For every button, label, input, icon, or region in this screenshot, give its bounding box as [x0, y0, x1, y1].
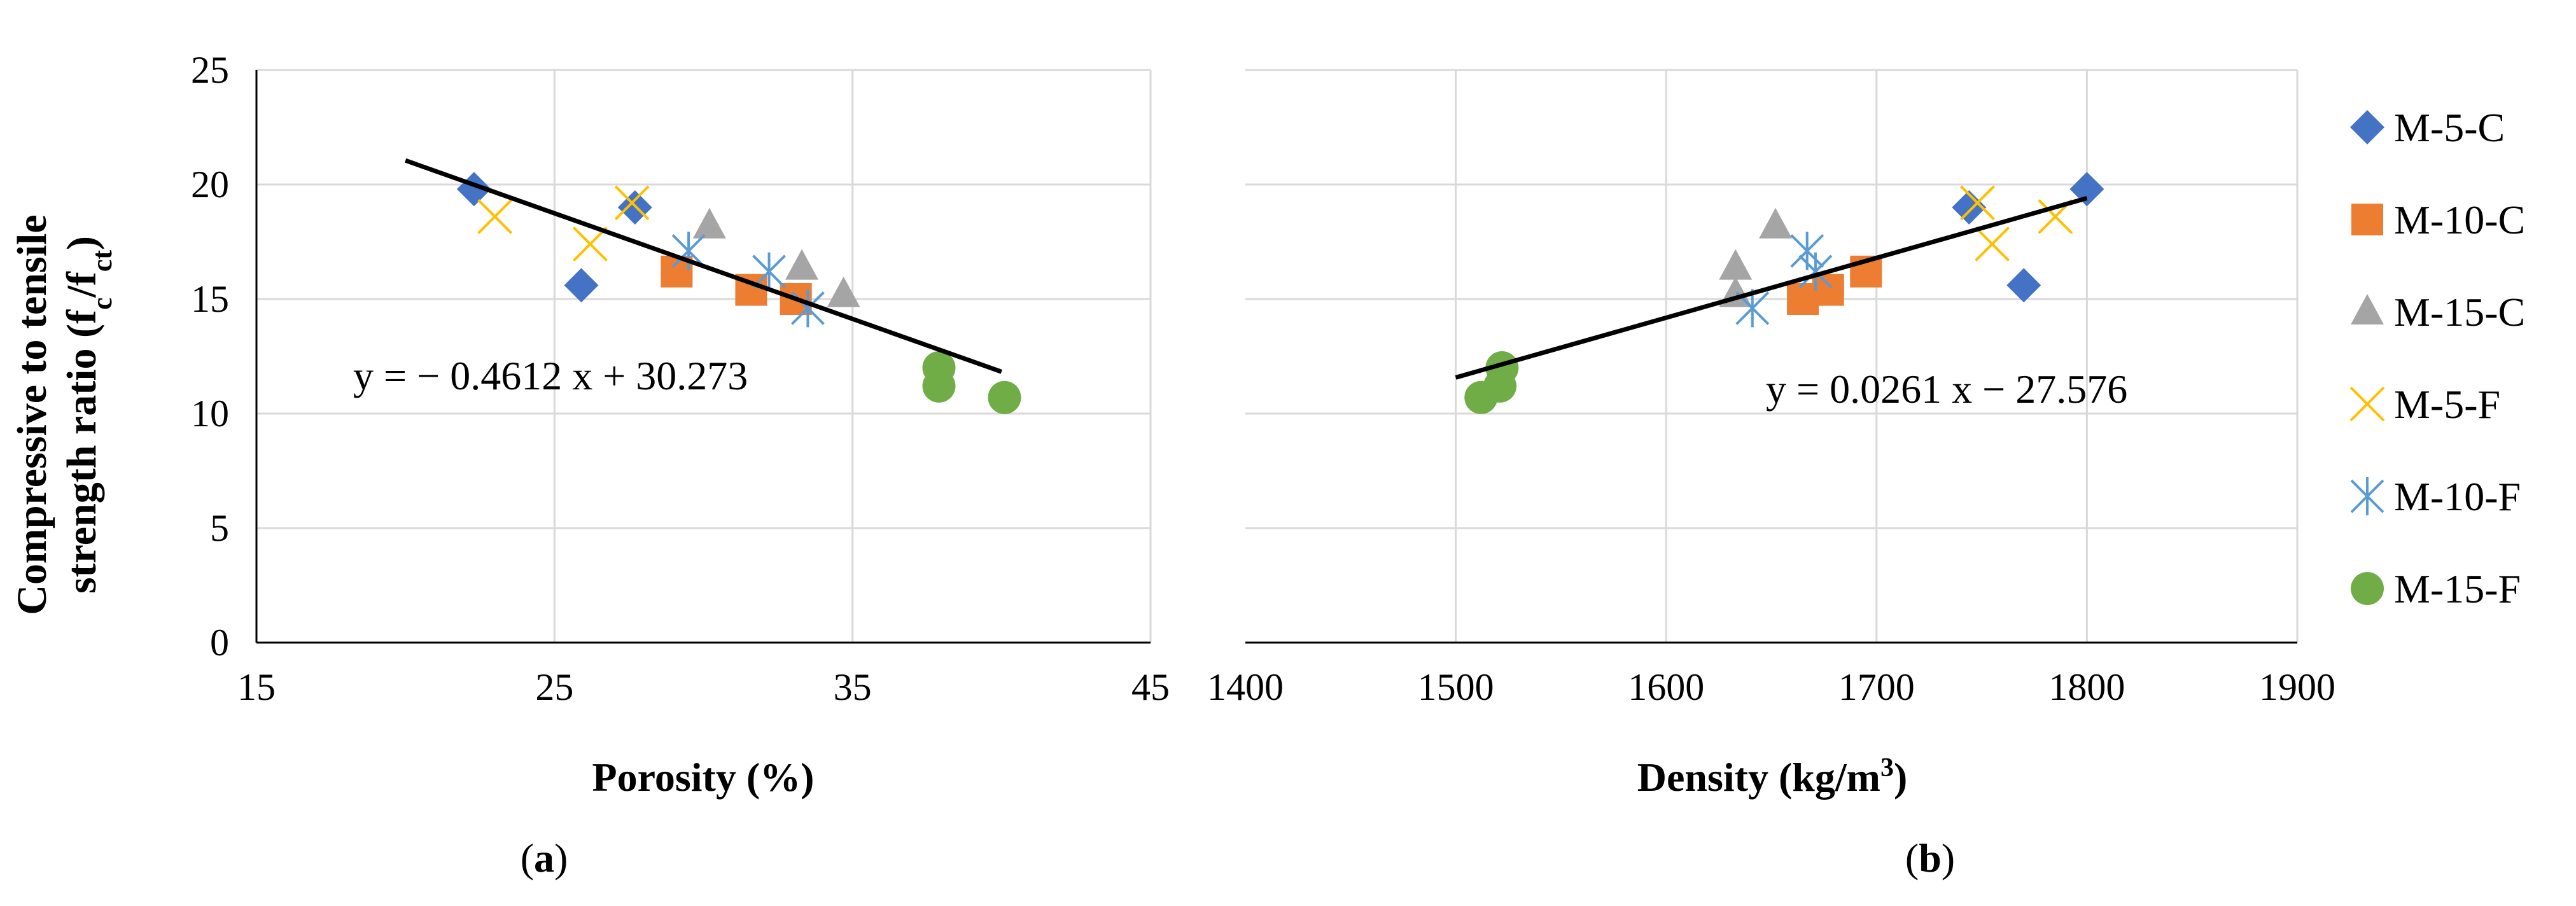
panel-b-x-tick-1500: 1500: [1418, 666, 1494, 708]
legend-label-m-5-f: M-5-F: [2394, 382, 2500, 427]
panel-a-point-m-15-f-3: [988, 380, 1021, 414]
legend: M-5-C M-10-C M-15-C M-5-F M-10-F M-15-F: [2349, 105, 2525, 611]
panel-a-gridlines: [256, 69, 1152, 643]
panel-b-point-m-15-c-2: [1719, 249, 1753, 280]
panel-b-x-axis-title: Density (kg/m3): [1637, 753, 1908, 800]
panel-a-point-m-5-f-3: [614, 185, 650, 221]
panel-a-point-m-5-f-2: [573, 226, 608, 262]
panel-a-trendline: [404, 158, 1003, 374]
panel-b-point-m-5-c-2: [2006, 268, 2041, 303]
legend-marker-m-15-c: [2351, 294, 2384, 324]
panel-a-x-tick-25: 25: [535, 666, 573, 708]
legend-marker-m-10-c: [2351, 204, 2383, 235]
panel-a-y-tick-0: 0: [210, 622, 229, 664]
legend-item-m-10-c: M-10-C: [2351, 197, 2525, 242]
panel-a-y-tick-5: 5: [210, 507, 229, 549]
panel-a-x-tick-35: 35: [834, 666, 872, 708]
panel-b-x-tick-1400: 1400: [1207, 666, 1284, 708]
legend-item-m-10-f: M-10-F: [2350, 474, 2521, 519]
panel-a-point-m-10-f-2: [752, 252, 786, 291]
legend-item-m-15-c: M-15-C: [2351, 289, 2525, 335]
panel-b-point-m-5-c-1: [1952, 190, 1987, 225]
panel-b-series-m-5-f: [1960, 185, 2073, 262]
panel-b-point-m-5-f-1: [1960, 185, 1995, 221]
panel-b-point-m-5-c-3: [2069, 172, 2104, 207]
panel-b-point-m-10-c-2: [1812, 274, 1844, 306]
panel-b-x-tick-labels: 1400 1500 1600 1700 1800 1900: [1207, 666, 2335, 708]
panel-a-x-tick-labels: 15 25 35 45: [237, 666, 1170, 708]
legend-label-m-15-f: M-15-F: [2394, 566, 2521, 611]
legend-label-m-10-f: M-10-F: [2394, 474, 2521, 519]
panel-b-trendline-equation: y = 0.0261 x − 27.576: [1766, 366, 2127, 412]
legend-marker-m-10-f: [2350, 477, 2384, 515]
legend-label-m-15-c: M-15-C: [2394, 289, 2525, 335]
panel-b-gridlines: [1245, 69, 2299, 643]
legend-item-m-15-f: M-15-F: [2351, 566, 2521, 611]
legend-item-m-5-f: M-5-F: [2349, 382, 2500, 427]
panel-a-x-tick-45: 45: [1131, 666, 1170, 708]
y-axis-title-line1: Compressive to tensile: [9, 214, 55, 615]
panel-a-point-m-15-c-2: [785, 249, 819, 280]
legend-item-m-5-c: M-5-C: [2350, 105, 2505, 150]
panel-b-point-m-5-f-2: [1975, 226, 2010, 262]
panel-a-x-axis-title: Porosity (%): [592, 755, 815, 800]
legend-marker-m-15-f: [2351, 572, 2384, 605]
panel-b-label: (b): [1905, 835, 1955, 881]
panel-a-x-tick-15: 15: [237, 666, 276, 708]
panel-a-series-m-5-f: [477, 185, 650, 262]
panel-b-point-m-15-c-3: [1759, 207, 1793, 239]
panel-a: 0 5 10 15 20 25 15 25 35 45 y = − 0.4612 x + 30.…: [191, 49, 1170, 881]
panel-a-point-m-15-c-1: [692, 207, 726, 239]
panel-a-point-m-5-f-1: [477, 199, 513, 234]
y-axis-title-line2: strength ratio (fc/fct): [59, 236, 118, 594]
panel-a-point-m-15-c-3: [827, 276, 860, 307]
panel-b-trendline: [1455, 196, 2088, 380]
legend-marker-m-5-f: [2349, 386, 2385, 422]
panel-b: 1400 1500 1600 1700 1800 1900 y = 0.0261 x − …: [1207, 69, 2335, 881]
panel-a-label: (a): [521, 835, 568, 881]
legend-label-m-10-c: M-10-C: [2394, 197, 2525, 242]
panel-a-points: [456, 172, 1021, 414]
panel-a-series-m-15-c: [692, 207, 860, 307]
panel-a-y-tick-25: 25: [191, 49, 229, 91]
panel-b-x-tick-1600: 1600: [1628, 666, 1704, 708]
panel-b-point-m-15-f-3: [1485, 351, 1519, 384]
panel-b-point-m-10-f-3: [1798, 252, 1833, 291]
panel-b-x-tick-1800: 1800: [2048, 666, 2125, 708]
panel-b-x-tick-1900: 1900: [2259, 666, 2335, 708]
panel-b-series-m-15-f: [1464, 351, 1519, 414]
panel-a-y-tick-labels: 0 5 10 15 20 25: [191, 49, 229, 664]
panel-a-series-m-15-f: [922, 351, 1021, 414]
panel-b-x-tick-1700: 1700: [1838, 666, 1915, 708]
panel-b-series-m-5-c: [1952, 172, 2104, 303]
panel-a-trendline-equation: y = − 0.4612 x + 30.273: [353, 353, 748, 398]
panel-a-y-tick-10: 10: [191, 393, 229, 435]
panel-a-series-m-10-c: [661, 255, 812, 315]
legend-label-m-5-c: M-5-C: [2394, 105, 2505, 150]
panel-a-point-m-15-f-2: [922, 369, 956, 403]
panel-a-y-tick-15: 15: [191, 278, 229, 320]
panel-a-point-m-5-c-2: [564, 268, 599, 303]
legend-marker-m-5-c: [2350, 110, 2384, 144]
panel-a-point-m-10-f-1: [671, 232, 706, 270]
panel-a-y-tick-20: 20: [191, 164, 229, 206]
